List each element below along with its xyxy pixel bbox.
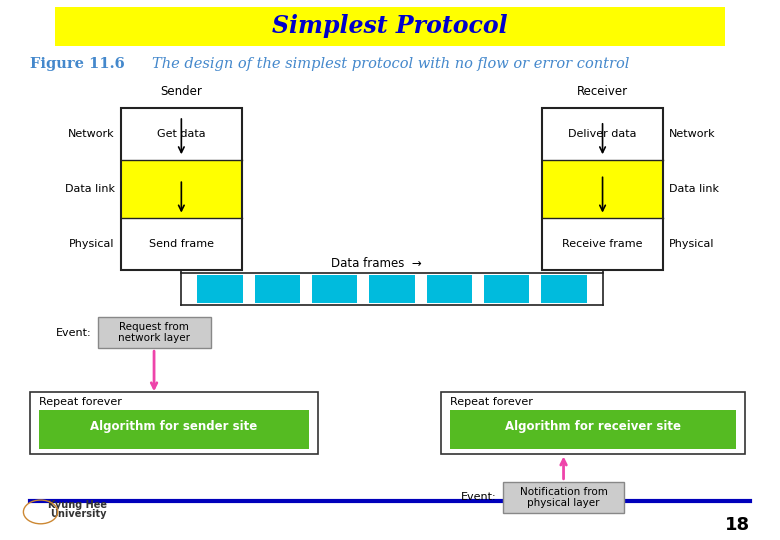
FancyBboxPatch shape	[30, 392, 318, 454]
Text: Notification from
physical layer: Notification from physical layer	[519, 487, 608, 508]
FancyBboxPatch shape	[312, 275, 357, 303]
Text: Sender: Sender	[161, 85, 202, 98]
FancyBboxPatch shape	[254, 275, 300, 303]
Text: Receive frame: Receive frame	[562, 239, 643, 249]
FancyBboxPatch shape	[542, 160, 663, 218]
Text: Repeat forever: Repeat forever	[39, 397, 122, 407]
FancyBboxPatch shape	[370, 275, 415, 303]
Text: Physical: Physical	[69, 239, 115, 249]
Text: Physical: Physical	[669, 239, 714, 249]
Text: Send frame: Send frame	[149, 239, 214, 249]
FancyBboxPatch shape	[541, 275, 587, 303]
FancyBboxPatch shape	[484, 275, 530, 303]
Text: Network: Network	[669, 129, 716, 139]
Text: Request from
network layer: Request from network layer	[118, 322, 190, 343]
Text: University: University	[50, 509, 106, 519]
FancyBboxPatch shape	[427, 275, 472, 303]
FancyBboxPatch shape	[197, 275, 243, 303]
FancyBboxPatch shape	[121, 218, 242, 270]
Text: Event:: Event:	[55, 328, 91, 338]
FancyBboxPatch shape	[55, 7, 725, 46]
FancyBboxPatch shape	[121, 108, 242, 160]
Text: Deliver data: Deliver data	[569, 129, 636, 139]
Text: Event:: Event:	[461, 492, 497, 502]
Text: Network: Network	[68, 129, 115, 139]
FancyBboxPatch shape	[121, 160, 242, 218]
Text: Repeat forever: Repeat forever	[450, 397, 533, 407]
Text: Kyung Hee: Kyung Hee	[48, 500, 108, 510]
Text: Receiver: Receiver	[577, 85, 628, 98]
Text: Algorithm for sender site: Algorithm for sender site	[90, 420, 257, 434]
Text: Figure 11.6: Figure 11.6	[30, 57, 124, 71]
Text: Algorithm for receiver site: Algorithm for receiver site	[505, 420, 681, 434]
Text: Data frames  →: Data frames →	[331, 257, 422, 270]
FancyBboxPatch shape	[503, 482, 624, 513]
Text: Data link: Data link	[669, 184, 719, 194]
Text: The design of the simplest protocol with no flow or error control: The design of the simplest protocol with…	[152, 57, 629, 71]
Text: Data link: Data link	[65, 184, 115, 194]
Text: Simplest Protocol: Simplest Protocol	[272, 14, 508, 38]
FancyBboxPatch shape	[441, 392, 745, 454]
FancyBboxPatch shape	[542, 108, 663, 160]
FancyBboxPatch shape	[39, 410, 309, 449]
Text: Get data: Get data	[157, 129, 206, 139]
FancyBboxPatch shape	[450, 410, 736, 449]
Text: 18: 18	[725, 516, 750, 534]
FancyBboxPatch shape	[98, 317, 211, 348]
FancyBboxPatch shape	[542, 218, 663, 270]
